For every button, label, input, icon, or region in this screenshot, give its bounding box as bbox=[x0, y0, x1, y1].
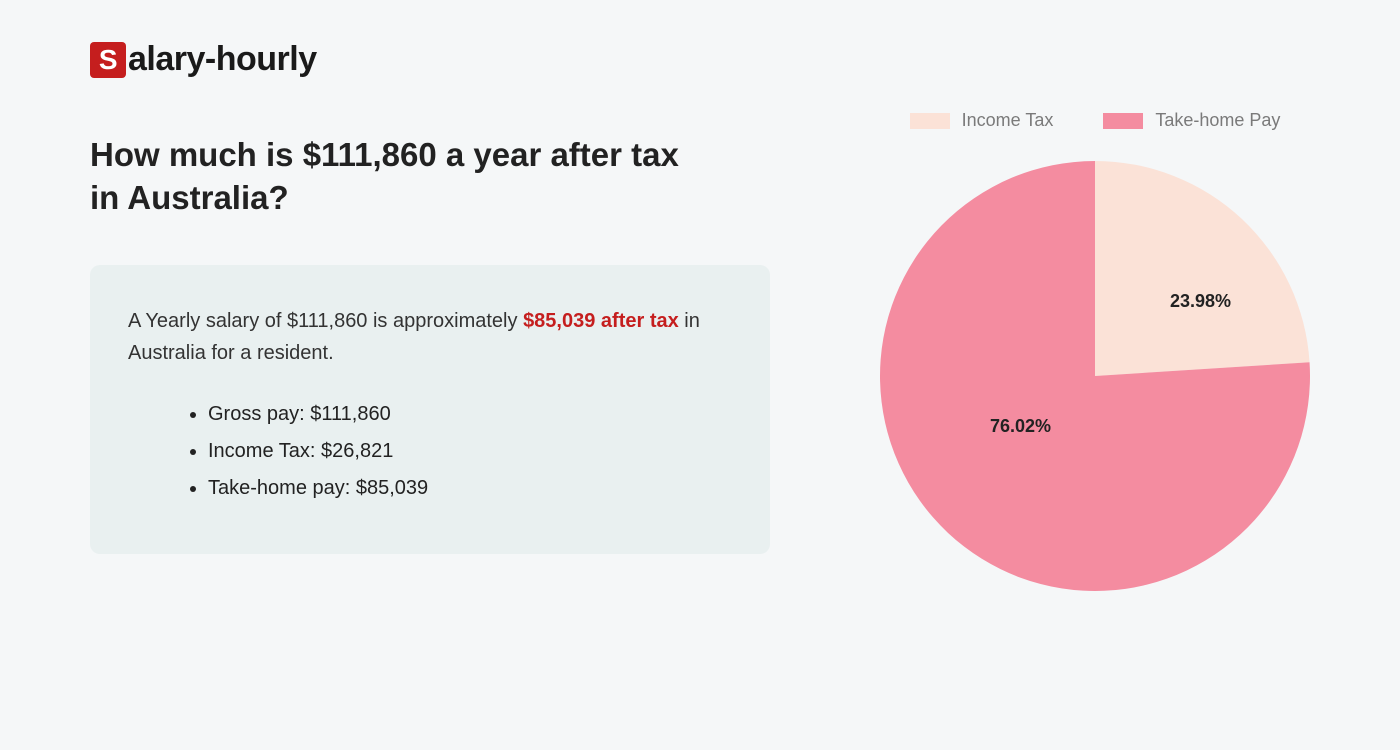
summary-prefix: A Yearly salary of $111,860 is approxima… bbox=[128, 310, 523, 332]
legend-label: Income Tax bbox=[962, 110, 1054, 131]
pie-svg bbox=[880, 161, 1310, 591]
pie-slice-label: 23.98% bbox=[1170, 291, 1231, 312]
logo-badge: S bbox=[90, 42, 126, 78]
legend-item-income-tax: Income Tax bbox=[910, 110, 1054, 131]
list-item: Income Tax: $26,821 bbox=[208, 440, 732, 463]
left-column: Salary-hourly How much is $111,860 a yea… bbox=[90, 40, 770, 710]
pie-legend: Income Tax Take-home Pay bbox=[910, 110, 1281, 131]
legend-item-take-home: Take-home Pay bbox=[1103, 110, 1280, 131]
summary-highlight: $85,039 after tax bbox=[523, 310, 679, 332]
legend-swatch bbox=[910, 113, 950, 129]
site-logo: Salary-hourly bbox=[90, 40, 770, 79]
summary-box: A Yearly salary of $111,860 is approxima… bbox=[90, 265, 770, 554]
logo-text: alary-hourly bbox=[128, 40, 317, 79]
breakdown-list: Gross pay: $111,860 Income Tax: $26,821 … bbox=[128, 403, 732, 500]
legend-swatch bbox=[1103, 113, 1143, 129]
pie-slice-label: 76.02% bbox=[990, 416, 1051, 437]
page-title: How much is $111,860 a year after tax in… bbox=[90, 134, 710, 220]
summary-text: A Yearly salary of $111,860 is approxima… bbox=[128, 305, 732, 369]
list-item: Gross pay: $111,860 bbox=[208, 403, 732, 426]
list-item: Take-home pay: $85,039 bbox=[208, 477, 732, 500]
pie-chart: 23.98% 76.02% bbox=[880, 161, 1310, 591]
legend-label: Take-home Pay bbox=[1155, 110, 1280, 131]
right-column: Income Tax Take-home Pay 23.98% 76.02% bbox=[850, 40, 1340, 710]
